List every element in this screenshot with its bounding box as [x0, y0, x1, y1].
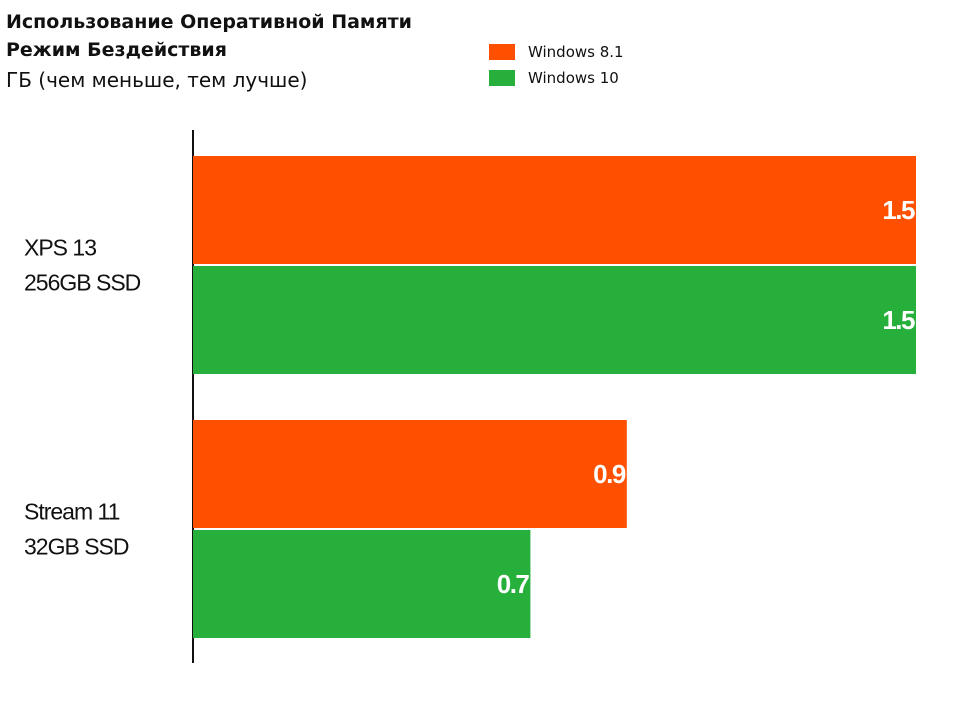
legend-swatch-windows-10 [489, 70, 515, 86]
chart-title-line-2: Режим Бездействия [6, 39, 227, 61]
legend-item-windows-8-1: Windows 8.1 [489, 39, 624, 65]
legend-label-windows-10: Windows 10 [528, 69, 619, 87]
chart-title-line-1: Использование Оперативной Памяти [6, 11, 412, 33]
bar-xps-13-windows-10 [193, 266, 916, 374]
legend-swatch-windows-8-1 [489, 44, 515, 60]
category-label-stream-11: Stream 11 32GB SSD [24, 499, 129, 560]
bar-stream-11-windows-8-1 [193, 420, 627, 528]
legend-item-windows-10: Windows 10 [489, 65, 624, 91]
category-label-xps-13: XPS 13 256GB SSD [24, 235, 141, 296]
legend: Windows 8.1 Windows 10 [489, 39, 624, 91]
bar-value-label-stream-11-windows-8-1: 0.9 [593, 459, 626, 489]
bar-stream-11-windows-10 [193, 530, 531, 638]
bar-value-label-stream-11-windows-10: 0.7 [497, 569, 530, 599]
bar-value-label-xps-13-windows-8-1: 1.5 [882, 195, 915, 225]
legend-label-windows-8-1: Windows 8.1 [528, 43, 624, 61]
chart-title: Использование Оперативной Памяти Режим Б… [6, 8, 412, 64]
labels-layer: 1.5 1.5 XPS 13 256GB SSD 0.9 0.7 Stream 11 32GB… [24, 195, 917, 599]
chart-subtitle: ГБ (чем меньше, тем лучше) [6, 68, 308, 92]
bars-layer [193, 156, 916, 638]
bar-xps-13-windows-8-1 [193, 156, 916, 264]
bar-value-label-xps-13-windows-10: 1.5 [882, 305, 915, 335]
